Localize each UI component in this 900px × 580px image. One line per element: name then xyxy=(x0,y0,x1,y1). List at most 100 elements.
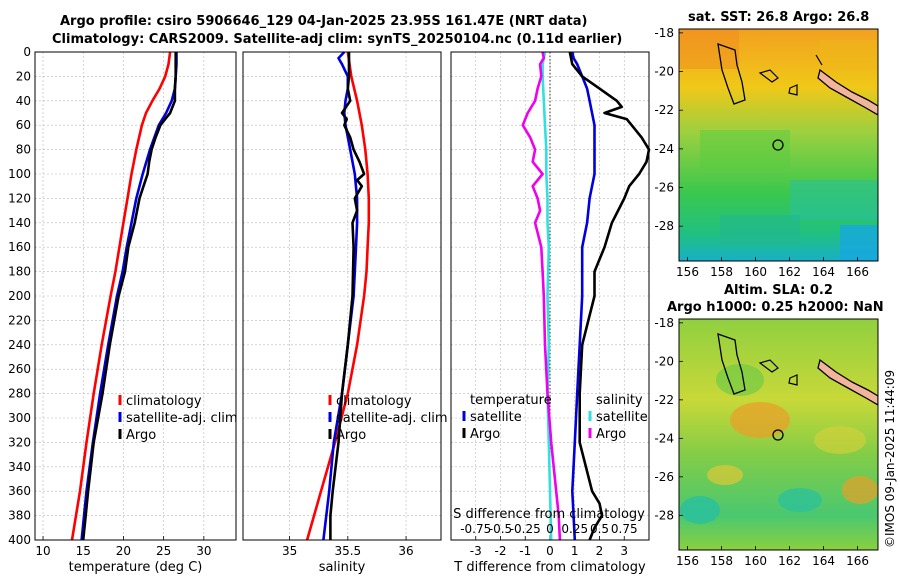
map-x-tick-label: 158 xyxy=(710,554,733,568)
x-tick-label: -1 xyxy=(519,544,531,558)
x-tick-label-secondary: 0.75 xyxy=(611,522,638,536)
y-tick-label: 380 xyxy=(8,509,31,523)
y-tick-label: 160 xyxy=(8,240,31,254)
x-axis-label-secondary: S difference from climatology xyxy=(453,507,645,522)
figure-title-line2: Climatology: CARS2009. Satellite-adj cli… xyxy=(52,32,623,47)
x-tick-label: -3 xyxy=(470,544,482,558)
y-tick-label: 240 xyxy=(8,338,31,352)
sla-map-title-line2: Argo h1000: 0.25 h2000: NaN xyxy=(667,300,884,315)
y-tick-label: 120 xyxy=(8,191,31,205)
legend-title: temperature xyxy=(470,393,552,408)
legend-label: Argo xyxy=(126,428,156,443)
map-y-tick-label: -26 xyxy=(654,470,674,484)
sla-map: 156 158 160 162 164 166 -18 -20 -22 -24 -26 -28 xyxy=(654,316,879,568)
map-y-tick-label: -18 xyxy=(654,316,674,330)
legend-label: satellite-adj. clim xyxy=(336,411,448,426)
x-tick-label: 2 xyxy=(596,544,604,558)
map-x-tick-label: 162 xyxy=(778,554,801,568)
map-y-tick-label: -22 xyxy=(654,393,674,407)
y-tick-label: 140 xyxy=(8,216,31,230)
legend-label: Argo xyxy=(596,427,626,442)
sla-map-frame xyxy=(678,318,879,551)
x-tick-label: 35 xyxy=(282,544,297,558)
legend-title: salinity xyxy=(596,393,643,408)
legend-label: climatology xyxy=(336,394,412,409)
legend-label: satellite-adj. clim xyxy=(126,411,238,426)
sst-map-frame xyxy=(678,28,879,262)
legend-label: Argo xyxy=(470,427,500,442)
x-tick-label: 36 xyxy=(398,544,413,558)
y-tick-label: 220 xyxy=(8,313,31,327)
y-tick-label: 400 xyxy=(8,533,31,547)
y-tick-label: 260 xyxy=(8,362,31,376)
y-tick-label: 360 xyxy=(8,484,31,498)
map-x-tick-label: 162 xyxy=(778,265,801,279)
x-tick-label-secondary: -0.75 xyxy=(460,522,491,536)
map-x-tick-label: 156 xyxy=(676,554,699,568)
map-x-tick-label: 160 xyxy=(744,554,767,568)
map-y-tick-label: -22 xyxy=(654,103,674,117)
x-tick-label: 35.5 xyxy=(334,544,361,558)
argo-position-marker xyxy=(772,139,784,151)
x-tick-label: 0 xyxy=(546,544,554,558)
series-line-argo xyxy=(329,52,366,540)
sst-map: 156 158 160 162 164 166 -18 -20 -22 -24 -26 -28 xyxy=(654,26,879,279)
y-tick-label: 280 xyxy=(8,387,31,401)
figure-title-line1: Argo profile: csiro 5906646_129 04-Jan-2… xyxy=(60,14,588,29)
map-y-tick-label: -26 xyxy=(654,181,674,195)
x-tick-label-secondary: 0.25 xyxy=(561,522,588,536)
y-tick-label: 320 xyxy=(8,435,31,449)
y-tick-label: 180 xyxy=(8,265,31,279)
x-tick-label-secondary: 0 xyxy=(546,522,554,536)
y-tick-label: 20 xyxy=(16,69,31,83)
series-line-climatology xyxy=(70,51,172,541)
imos-credit: ©IMOS 09-Jan-2025 11:44:09 xyxy=(883,370,897,548)
legend-label: climatology xyxy=(126,394,202,409)
sla-texture xyxy=(680,364,878,524)
panel-frame xyxy=(450,51,650,541)
map-x-tick-label: 164 xyxy=(812,554,835,568)
difference-profile-panel: -3 -2 -1 0 1 2 3 T difference from climatology t… xyxy=(450,51,651,575)
y-tick-label: 340 xyxy=(8,460,31,474)
x-tick-label: 20 xyxy=(116,544,131,558)
y-tick-label: 200 xyxy=(8,289,31,303)
map-x-tick-label: 164 xyxy=(812,265,835,279)
salinity-profile-panel: 35 35.5 36 salinity climatology satellite-adj… xyxy=(242,51,448,575)
sla-map-title-line1: Altim. SLA: 0.2 xyxy=(724,283,833,298)
map-x-tick-label: 166 xyxy=(846,265,869,279)
map-y-tick-label: -18 xyxy=(654,26,674,40)
series-line-t-argo xyxy=(568,51,651,541)
x-tick-label: 3 xyxy=(620,544,628,558)
x-tick-label: 1 xyxy=(571,544,579,558)
panel-frame xyxy=(34,51,237,541)
map-y-tick-label: -20 xyxy=(654,354,674,368)
coastline-sst xyxy=(717,43,878,116)
map-x-tick-label: 160 xyxy=(744,265,767,279)
map-x-tick-label: 158 xyxy=(710,265,733,279)
y-tick-label: 40 xyxy=(16,94,31,108)
series-line-argo xyxy=(81,52,177,541)
y-tick-label: 300 xyxy=(8,411,31,425)
sst-texture xyxy=(679,29,878,261)
y-tick-label: 0 xyxy=(23,45,31,59)
map-y-tick-label: -24 xyxy=(654,142,674,156)
temperature-profile-panel: 0 20 40 60 80 100 120 140 160 180 200 220 240 260 280 3… xyxy=(8,45,238,575)
series-line-s-argo xyxy=(521,51,562,541)
y-tick-label: 80 xyxy=(16,143,31,157)
map-y-tick-label: -28 xyxy=(654,508,674,522)
x-tick-label-secondary: 0.5 xyxy=(590,522,609,536)
x-tick-label-secondary: -0.25 xyxy=(510,522,541,536)
map-y-tick-label: -28 xyxy=(654,219,674,233)
map-x-tick-label: 156 xyxy=(676,265,699,279)
x-axis-label: salinity xyxy=(319,560,366,575)
x-tick-label: 10 xyxy=(35,544,50,558)
y-tick-label: 60 xyxy=(16,118,31,132)
x-tick-label-secondary: -0.5 xyxy=(489,522,512,536)
x-axis-label: T difference from climatology xyxy=(453,560,646,575)
map-y-tick-label: -20 xyxy=(654,65,674,79)
legend-label: satellite xyxy=(470,410,522,425)
x-tick-label: 15 xyxy=(76,544,91,558)
y-tick-label: 100 xyxy=(8,167,31,181)
map-y-tick-label: -24 xyxy=(654,431,674,445)
